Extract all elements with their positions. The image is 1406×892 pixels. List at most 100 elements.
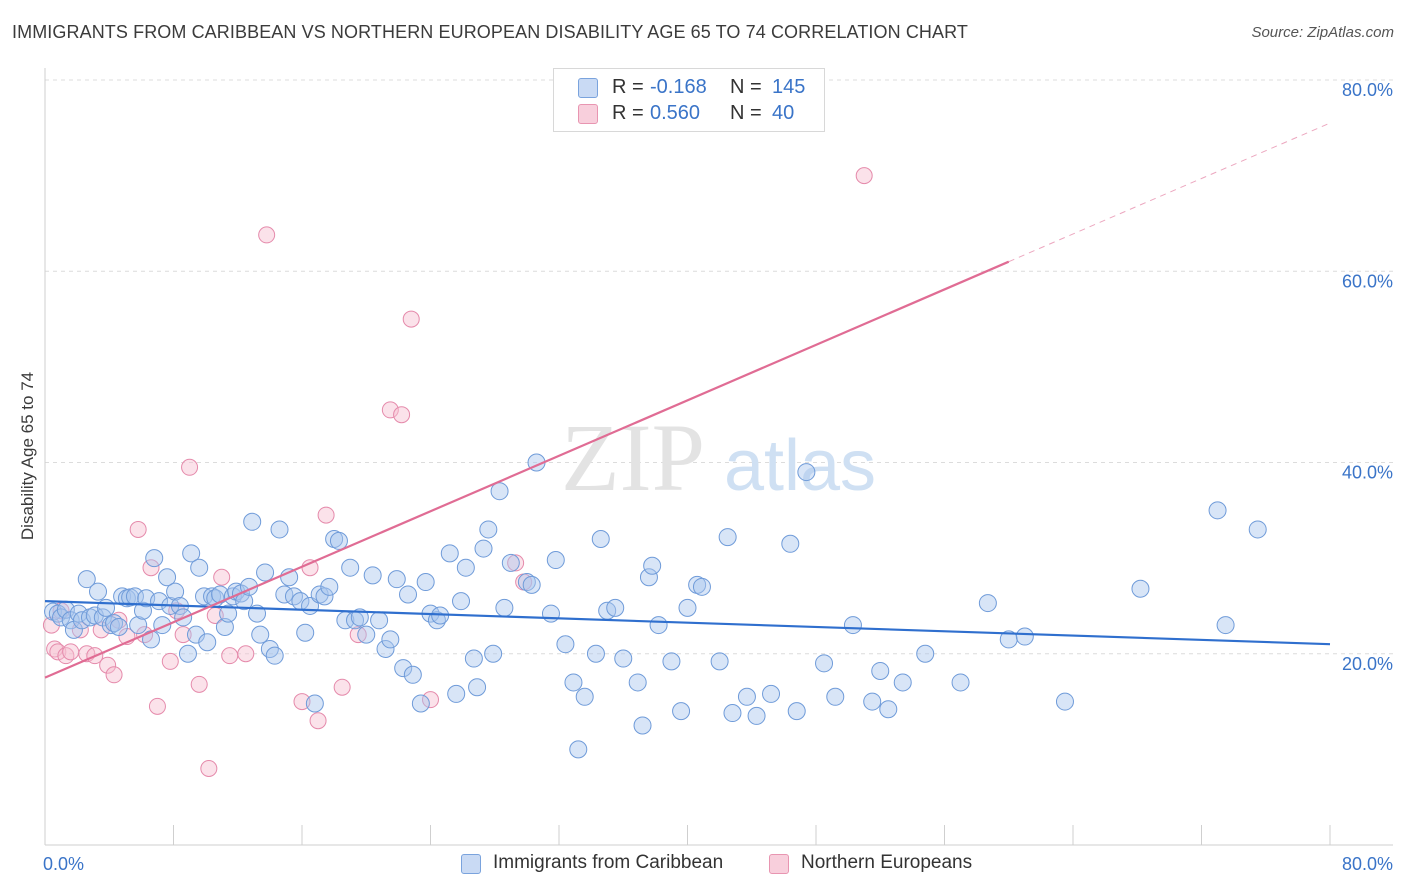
point-immigrants-from-caribbean bbox=[762, 684, 781, 703]
point-immigrants-from-caribbean bbox=[474, 539, 493, 558]
point-immigrants-from-caribbean bbox=[662, 652, 681, 671]
point-immigrants-from-caribbean bbox=[468, 678, 487, 697]
point-immigrants-from-caribbean bbox=[166, 582, 185, 601]
point-immigrants-from-caribbean bbox=[403, 665, 422, 684]
point-immigrants-from-caribbean bbox=[440, 544, 459, 563]
point-immigrants-from-caribbean bbox=[569, 740, 588, 759]
point-immigrants-from-caribbean bbox=[747, 706, 766, 725]
r-label: R = bbox=[612, 76, 644, 98]
point-northern-europeans bbox=[381, 401, 399, 419]
series-immigrants-from-caribbean bbox=[44, 453, 1267, 759]
point-northern-europeans bbox=[190, 675, 208, 693]
point-immigrants-from-caribbean bbox=[678, 598, 697, 617]
point-immigrants-from-caribbean bbox=[797, 463, 816, 482]
point-immigrants-from-caribbean bbox=[541, 604, 560, 623]
point-northern-europeans bbox=[333, 678, 351, 696]
point-immigrants-from-caribbean bbox=[305, 694, 324, 713]
point-northern-europeans bbox=[142, 559, 160, 577]
source-credit: Source: ZipAtlas.com bbox=[1251, 24, 1394, 41]
point-immigrants-from-caribbean bbox=[723, 704, 742, 723]
point-immigrants-from-caribbean bbox=[649, 616, 668, 635]
point-immigrants-from-caribbean bbox=[215, 617, 234, 636]
point-immigrants-from-caribbean bbox=[416, 573, 435, 592]
point-immigrants-from-caribbean bbox=[251, 625, 270, 644]
point-immigrants-from-caribbean bbox=[243, 512, 262, 531]
trend-line-northern-europeans bbox=[44, 260, 1010, 679]
point-northern-europeans bbox=[129, 520, 147, 538]
point-immigrants-from-caribbean bbox=[710, 652, 729, 671]
point-immigrants-from-caribbean bbox=[77, 570, 96, 589]
point-immigrants-from-caribbean bbox=[256, 563, 275, 582]
legend-swatch-blue bbox=[461, 854, 481, 874]
point-immigrants-from-caribbean bbox=[350, 608, 369, 627]
legend-swatch-pink bbox=[578, 104, 598, 124]
point-northern-europeans bbox=[42, 616, 60, 634]
point-immigrants-from-caribbean bbox=[178, 644, 197, 663]
point-immigrants-from-caribbean bbox=[628, 673, 647, 692]
point-immigrants-from-caribbean bbox=[329, 531, 348, 550]
point-immigrants-from-caribbean bbox=[692, 577, 711, 596]
point-northern-europeans bbox=[62, 643, 80, 661]
point-immigrants-from-caribbean bbox=[951, 673, 970, 692]
point-northern-europeans bbox=[221, 647, 239, 665]
point-immigrants-from-caribbean bbox=[456, 558, 475, 577]
point-immigrants-from-caribbean bbox=[787, 702, 806, 721]
point-immigrants-from-caribbean bbox=[495, 598, 514, 617]
point-immigrants-from-caribbean bbox=[341, 558, 360, 577]
point-immigrants-from-caribbean bbox=[447, 684, 466, 703]
point-northern-europeans bbox=[309, 712, 327, 730]
x-tick-label: 80.0% bbox=[1342, 854, 1393, 874]
point-immigrants-from-caribbean bbox=[109, 617, 128, 636]
point-northern-europeans bbox=[507, 554, 525, 572]
point-immigrants-from-caribbean bbox=[1208, 501, 1227, 520]
point-immigrants-from-caribbean bbox=[916, 644, 935, 663]
point-northern-europeans bbox=[258, 226, 276, 244]
n-value: 40 bbox=[772, 102, 795, 124]
point-northern-europeans bbox=[402, 310, 420, 328]
point-immigrants-from-caribbean bbox=[479, 520, 498, 539]
point-immigrants-from-caribbean bbox=[158, 568, 177, 587]
point-immigrants-from-caribbean bbox=[718, 528, 737, 547]
point-immigrants-from-caribbean bbox=[643, 556, 662, 575]
point-immigrants-from-caribbean bbox=[427, 611, 446, 630]
point-immigrants-from-caribbean bbox=[556, 635, 575, 654]
point-northern-europeans bbox=[393, 406, 411, 424]
point-immigrants-from-caribbean bbox=[575, 687, 594, 706]
point-immigrants-from-caribbean bbox=[89, 582, 108, 601]
point-immigrants-from-caribbean bbox=[1131, 579, 1150, 598]
n-label: N = bbox=[730, 76, 762, 98]
point-immigrants-from-caribbean bbox=[320, 577, 339, 596]
point-immigrants-from-caribbean bbox=[394, 659, 413, 678]
point-northern-europeans bbox=[422, 691, 439, 709]
legend-label: Immigrants from Caribbean bbox=[493, 852, 724, 873]
point-immigrants-from-caribbean bbox=[97, 598, 116, 617]
y-tick-label: 40.0% bbox=[1342, 463, 1393, 483]
point-immigrants-from-caribbean bbox=[639, 568, 658, 587]
point-immigrants-from-caribbean bbox=[363, 566, 382, 585]
point-immigrants-from-caribbean bbox=[296, 623, 315, 642]
point-immigrants-from-caribbean bbox=[198, 633, 217, 652]
legend-label: Northern Europeans bbox=[801, 852, 973, 873]
point-immigrants-from-caribbean bbox=[370, 611, 389, 630]
point-immigrants-from-caribbean bbox=[978, 594, 997, 613]
r-value: -0.168 bbox=[650, 76, 707, 98]
point-immigrants-from-caribbean bbox=[182, 544, 201, 563]
axes bbox=[44, 68, 1393, 846]
point-immigrants-from-caribbean bbox=[270, 520, 289, 539]
point-immigrants-from-caribbean bbox=[376, 639, 395, 658]
trend-lines bbox=[44, 122, 1331, 679]
point-immigrants-from-caribbean bbox=[606, 598, 625, 617]
correlation-legend: R = -0.168 N = 145 R = 0.560 N = 40 bbox=[553, 68, 825, 132]
point-immigrants-from-caribbean bbox=[145, 549, 164, 568]
point-immigrants-from-caribbean bbox=[843, 616, 862, 635]
point-northern-europeans bbox=[213, 568, 231, 586]
point-northern-europeans bbox=[49, 643, 67, 661]
point-northern-europeans bbox=[99, 656, 117, 674]
y-tick-label: 80.0% bbox=[1342, 80, 1393, 100]
point-immigrants-from-caribbean bbox=[546, 551, 565, 570]
point-northern-europeans bbox=[200, 760, 218, 777]
point-immigrants-from-caribbean bbox=[781, 534, 800, 553]
point-northern-europeans bbox=[174, 626, 192, 644]
point-immigrants-from-caribbean bbox=[826, 687, 845, 706]
